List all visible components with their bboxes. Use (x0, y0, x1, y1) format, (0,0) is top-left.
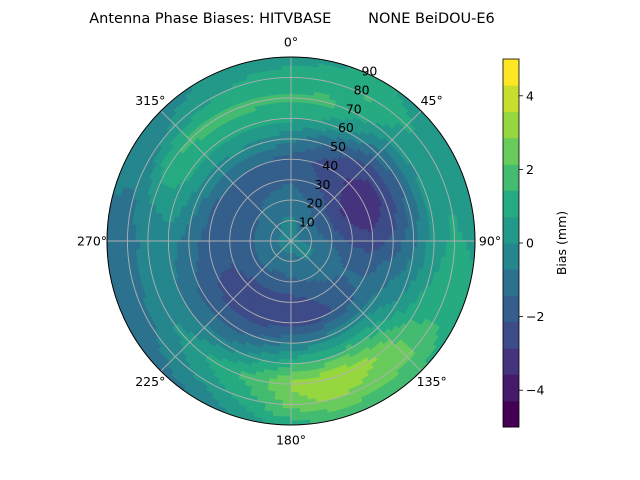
chart-title: Antenna Phase Biases: HITVBASE NONE BeiD… (89, 11, 495, 27)
bias-heatmap (107, 57, 475, 425)
